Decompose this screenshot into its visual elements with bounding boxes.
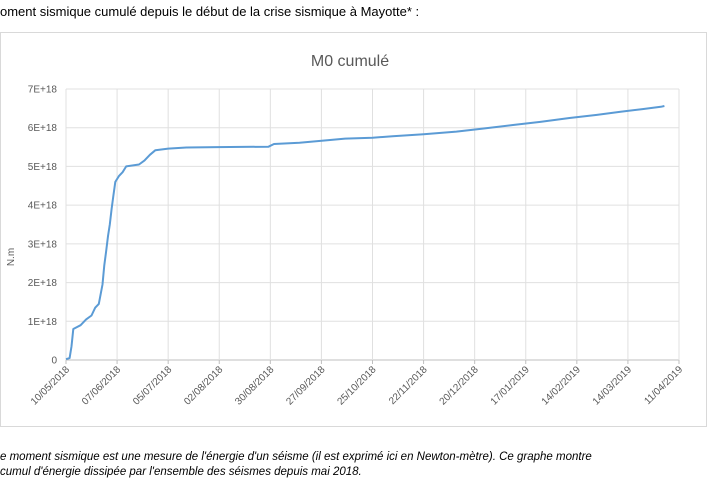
series-group — [65, 105, 665, 361]
x-tick-label: 05/07/2018 — [131, 364, 174, 407]
cumulative-seismic-moment-chart: M0 cumulé 0 1E+18 2E+18 3E+18 4E+18 5E+18 6E+1… — [6, 53, 685, 408]
x-tick-label: 20/12/2018 — [438, 364, 481, 407]
x-tick-label: 30/08/2018 — [233, 364, 276, 407]
x-tick-label: 11/04/2019 — [642, 364, 685, 407]
y-tick-label: 0 — [51, 356, 57, 367]
x-tick-label: 14/03/2019 — [591, 364, 634, 407]
x-tick-label: 07/06/2018 — [80, 364, 123, 407]
y-tick-label: 7E+18 — [28, 85, 58, 96]
y-tick-label: 3E+18 — [28, 239, 58, 250]
x-tick-label: 10/05/2018 — [29, 364, 72, 407]
x-axis-ticks: 10/05/2018 07/06/2018 05/07/2018 02/08/2018… — [29, 360, 685, 408]
series-line — [65, 105, 665, 361]
chart-frame — [0, 32, 707, 427]
caption-line-2: cumul d'énergie dissipée par l'ensemble … — [0, 466, 362, 478]
x-tick-label: 17/01/2019 — [489, 364, 532, 407]
x-tick-label: 22/11/2018 — [387, 364, 430, 407]
y-tick-label: 4E+18 — [28, 201, 58, 212]
x-tick-label: 25/10/2018 — [335, 364, 378, 407]
x-tick-label: 02/08/2018 — [182, 364, 225, 407]
y-tick-label: 2E+18 — [28, 278, 58, 289]
x-tick-label: 27/09/2018 — [284, 364, 327, 407]
grid-lines — [65, 88, 680, 361]
y-tick-label: 6E+18 — [28, 123, 58, 134]
y-axis-label: N.m — [6, 248, 17, 266]
caption-line-1: e moment sismique est une mesure de l'én… — [0, 451, 592, 463]
chart-title: M0 cumulé — [311, 53, 389, 70]
page-heading: oment sismique cumulé depuis le début de… — [0, 4, 420, 19]
y-tick-label: 1E+18 — [28, 317, 58, 328]
y-tick-label: 5E+18 — [28, 162, 58, 173]
y-axis-ticks: 0 1E+18 2E+18 3E+18 4E+18 5E+18 6E+18 7E+18 — [28, 85, 58, 367]
x-tick-label: 14/02/2019 — [540, 364, 583, 407]
caption: e moment sismique est une mesure de l'én… — [0, 450, 712, 480]
